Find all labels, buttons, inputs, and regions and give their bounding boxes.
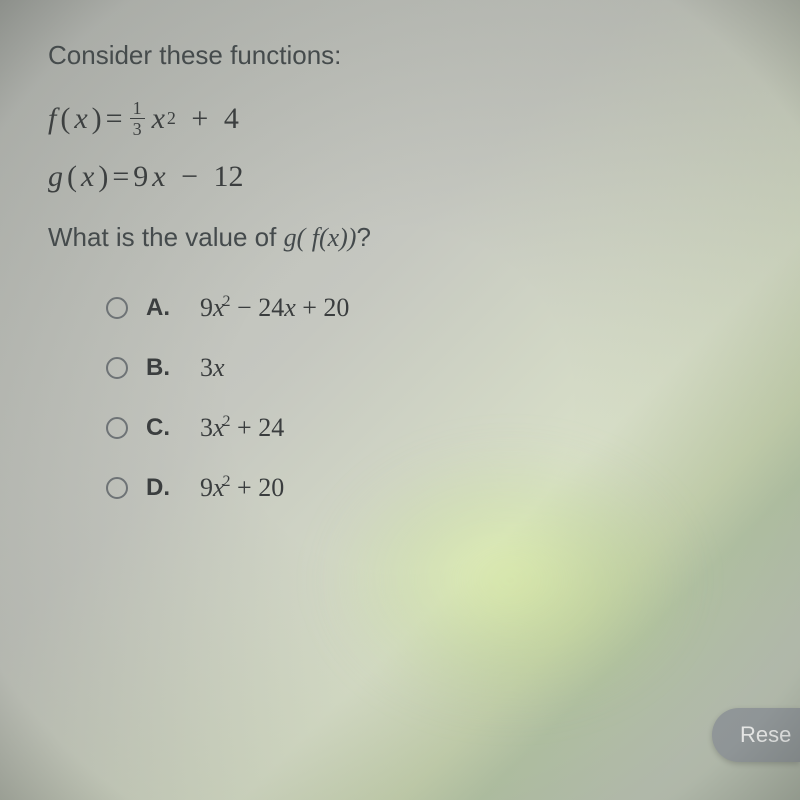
reset-button[interactable]: Rese: [712, 708, 800, 762]
choice-letter: A.: [146, 294, 182, 322]
choice-d[interactable]: D. 9x2 + 20: [106, 473, 752, 503]
function-g: g(x) = 9x − 12: [48, 160, 752, 194]
radio-icon[interactable]: [106, 297, 128, 319]
function-f: f(x) = 13x2 + 4: [48, 99, 752, 138]
choice-b[interactable]: B. 3x: [106, 353, 752, 383]
choice-expression: 3x2 + 24: [200, 413, 284, 443]
radio-icon[interactable]: [106, 357, 128, 379]
choice-letter: C.: [146, 414, 182, 442]
radio-icon[interactable]: [106, 417, 128, 439]
radio-icon[interactable]: [106, 477, 128, 499]
choice-letter: B.: [146, 354, 182, 382]
choice-c[interactable]: C. 3x2 + 24: [106, 413, 752, 443]
choice-a[interactable]: A. 9x2 − 24x + 20: [106, 293, 752, 323]
choice-expression: 9x2 + 20: [200, 473, 284, 503]
question-text: What is the value of g( f(x))?: [48, 222, 752, 253]
prompt-text: Consider these functions:: [48, 40, 752, 71]
choice-list: A. 9x2 − 24x + 20 B. 3x C. 3x2 + 24 D. 9…: [48, 293, 752, 503]
choice-letter: D.: [146, 474, 182, 502]
choice-expression: 3x: [200, 353, 225, 383]
choice-expression: 9x2 − 24x + 20: [200, 293, 349, 323]
